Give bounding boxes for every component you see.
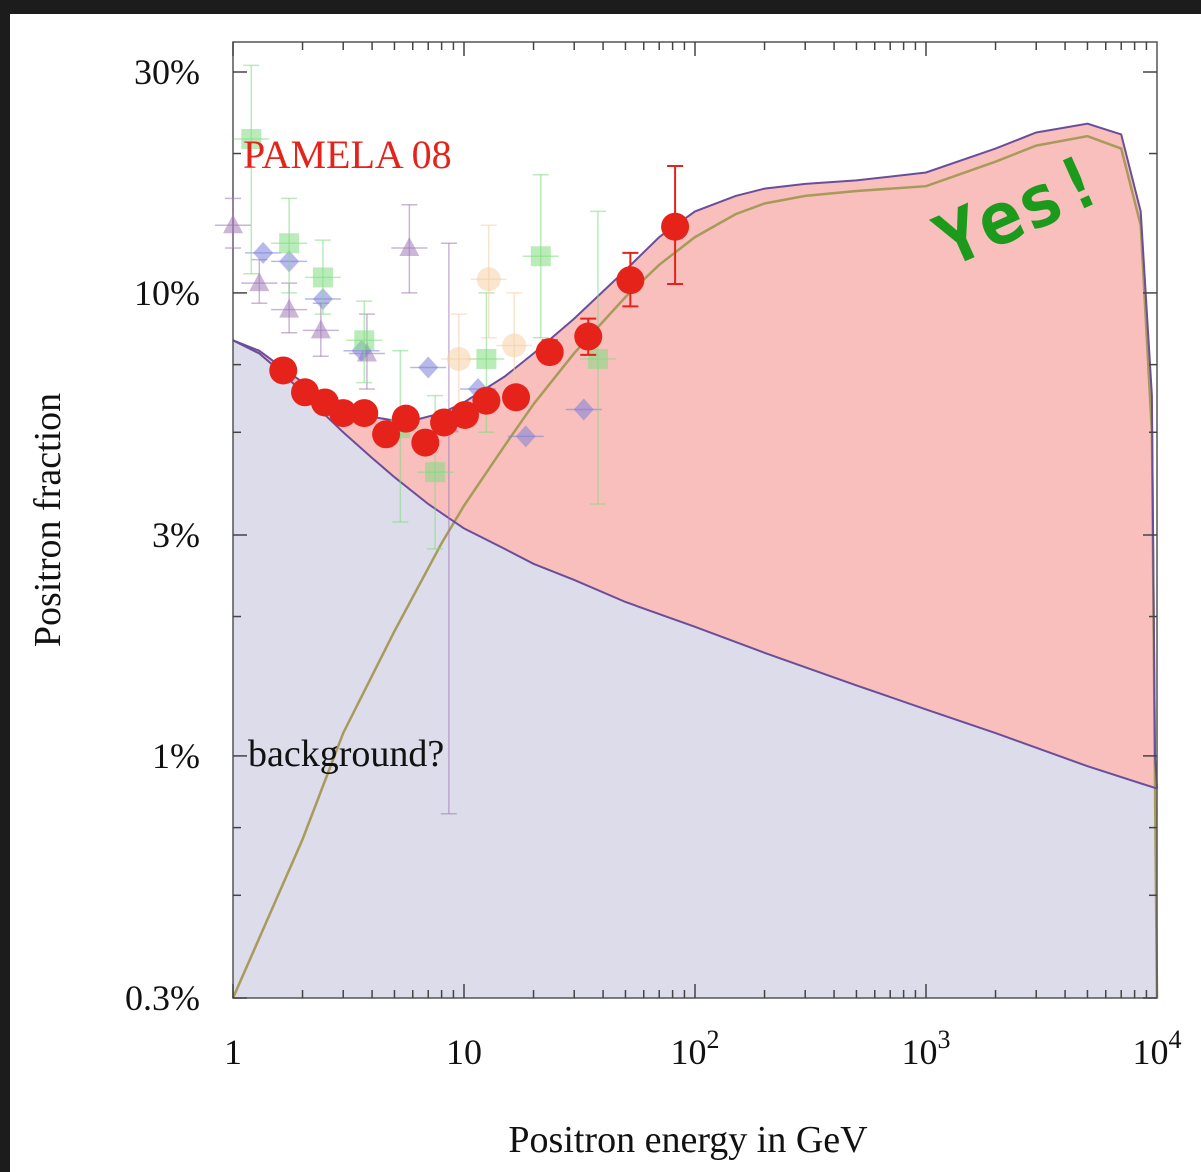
signal-area (233, 123, 1157, 789)
data-point (269, 356, 298, 385)
background-label: background? (248, 733, 444, 775)
data-point (476, 267, 501, 292)
series-other (440, 224, 533, 414)
data-point (253, 241, 274, 264)
data-point (372, 420, 401, 449)
x-tick-label: 1 (224, 1032, 242, 1072)
data-point (573, 398, 594, 421)
data-point (472, 386, 501, 415)
data-point (425, 462, 446, 483)
y-tick-label: 30% (134, 52, 200, 92)
data-point (587, 348, 608, 369)
data-point (310, 319, 331, 339)
data-point (279, 233, 300, 254)
x-tick-label: 103 (902, 1025, 951, 1072)
background-area (233, 340, 1157, 998)
data-point (450, 400, 479, 429)
data-point (241, 128, 262, 149)
data-point (399, 237, 420, 257)
data-point (350, 399, 379, 428)
tick-labels: 1 10 102 103 104 30% 10% 3% 1% 0.3% (125, 52, 1182, 1072)
data-point (616, 266, 645, 295)
data-point (502, 333, 527, 358)
data-point (223, 214, 243, 234)
data-point (312, 267, 333, 288)
y-tick-label: 10% (134, 273, 200, 313)
data-point (249, 272, 270, 292)
data-point (535, 338, 564, 367)
series-pamela (269, 164, 690, 457)
data-point (515, 425, 536, 448)
x-tick-label: 10 (446, 1032, 482, 1072)
data-point (502, 383, 531, 412)
area-fills (233, 123, 1157, 998)
data-point (574, 322, 603, 351)
data-point (329, 399, 358, 428)
data-point (279, 298, 300, 318)
pamela-label: PAMELA 08 (243, 132, 452, 177)
data-point (391, 404, 420, 433)
data-point (530, 246, 551, 267)
data-points (215, 64, 690, 815)
data-point (354, 330, 375, 351)
y-tick-label: 0.3% (125, 978, 200, 1018)
data-point (418, 356, 439, 379)
data-point (476, 348, 497, 369)
plot-frame (232, 41, 1158, 999)
x-tick-label: 102 (671, 1025, 720, 1072)
y-tick-label: 1% (152, 736, 200, 776)
data-point (411, 428, 440, 457)
data-point (446, 346, 471, 371)
data-point (661, 212, 690, 241)
x-axis-title: Positron energy in GeV (508, 1119, 868, 1161)
signal-curve (231, 134, 1159, 999)
x-tick-label: 104 (1133, 1025, 1182, 1072)
y-tick-label: 3% (152, 515, 200, 555)
y-axis-title: Positron fraction (27, 393, 69, 647)
